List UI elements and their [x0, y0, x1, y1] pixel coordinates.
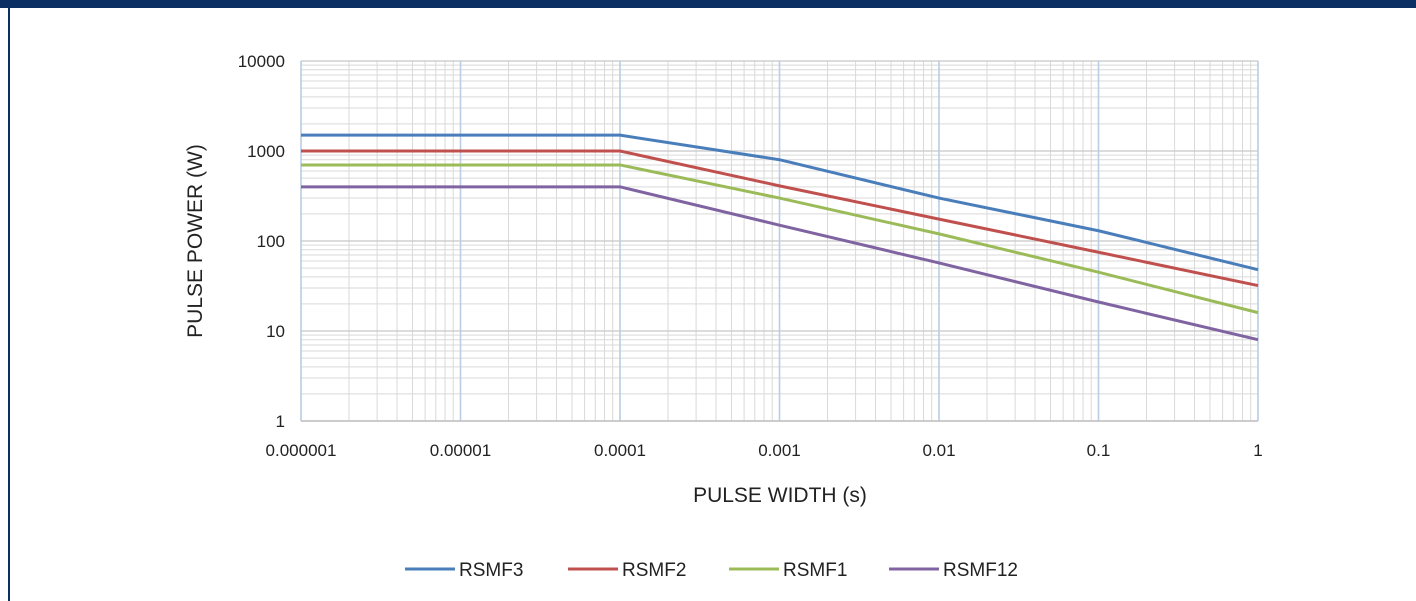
series-line-rsmf3: [301, 133, 1259, 272]
y-axis-title: PULSE POWER (W): [184, 144, 207, 338]
x-tick-label: 0.00001: [430, 441, 491, 460]
series-lines: [301, 133, 1259, 342]
x-tick-label: 0.01: [922, 441, 955, 460]
y-tick-label: 100: [257, 232, 285, 251]
window-title-bar: [0, 0, 1416, 8]
x-tick-label: 0.1: [1087, 441, 1111, 460]
legend-item-rsmf1: RSMF1: [729, 560, 847, 581]
legend: RSMF3 RSMF2 RSMF1 RSMF12: [405, 560, 1018, 581]
left-border: [8, 8, 10, 601]
legend-label: RSMF3: [459, 560, 523, 581]
x-tick-label: 0.0001: [594, 441, 646, 460]
x-tick-labels: 0.000001 0.00001 0.0001 0.001 0.01 0.1 1: [266, 441, 1263, 460]
x-tick-label: 1: [1253, 441, 1262, 460]
legend-item-rsmf2: RSMF2: [568, 560, 686, 581]
x-tick-label: 0.000001: [266, 441, 337, 460]
x-tick-label: 0.001: [758, 441, 801, 460]
y-tick-label: 1: [276, 412, 285, 431]
series-line-rsmf12: [301, 185, 1259, 342]
legend-item-rsmf3: RSMF3: [405, 560, 523, 581]
y-tick-label: 1000: [247, 142, 285, 161]
legend-label: RSMF12: [943, 560, 1018, 581]
x-axis-title: PULSE WIDTH (s): [693, 484, 867, 507]
legend-label: RSMF2: [622, 560, 686, 581]
y-tick-labels: 1 10 100 1000 10000: [238, 52, 285, 431]
y-tick-label: 10: [266, 322, 285, 341]
series-line-rsmf1: [301, 163, 1259, 315]
series-line-rsmf2: [301, 149, 1259, 288]
legend-item-rsmf12: RSMF12: [889, 560, 1018, 581]
legend-label: RSMF1: [783, 560, 847, 581]
y-tick-label: 10000: [238, 52, 285, 71]
